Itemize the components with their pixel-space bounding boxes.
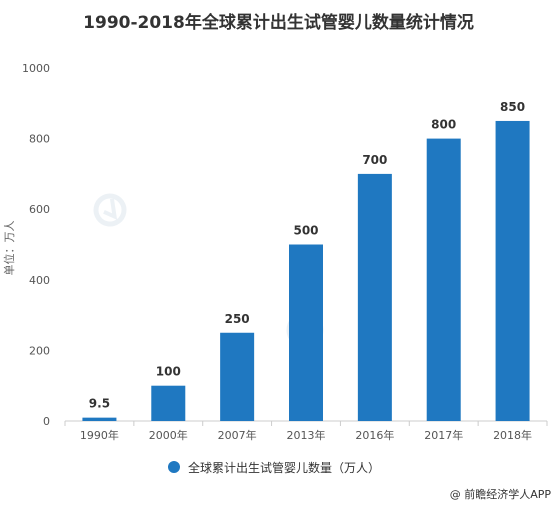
y-tick-label: 0 bbox=[43, 415, 50, 428]
data-label: 9.5 bbox=[89, 397, 110, 411]
bar bbox=[495, 120, 530, 421]
x-tick-label: 1990年 bbox=[80, 428, 119, 442]
y-axis-title: 单位：万人 bbox=[2, 221, 16, 276]
bar bbox=[82, 417, 117, 421]
legend-label: 全球累计出生试管婴儿数量（万人） bbox=[188, 460, 381, 475]
y-tick-label: 800 bbox=[29, 133, 50, 146]
bar bbox=[289, 244, 323, 421]
legend: 全球累计出生试管婴儿数量（万人） bbox=[168, 459, 380, 475]
data-label: 700 bbox=[362, 153, 387, 167]
bar bbox=[151, 385, 186, 421]
x-tick-label: 2000年 bbox=[149, 428, 188, 442]
source-credit: @ 前瞻经济学人APP bbox=[449, 488, 551, 501]
data-label: 250 bbox=[225, 312, 250, 326]
y-tick-label: 1000 bbox=[22, 62, 50, 75]
y-tick-label: 200 bbox=[29, 344, 50, 357]
data-label: 850 bbox=[500, 100, 525, 114]
chart-title: 1990-2018年全球累计出生试管婴儿数量统计情况 bbox=[83, 13, 474, 33]
x-tick-label: 2017年 bbox=[424, 428, 463, 442]
bar bbox=[357, 173, 392, 421]
data-label: 800 bbox=[431, 118, 456, 132]
data-label: 500 bbox=[293, 224, 318, 238]
legend-marker bbox=[168, 461, 180, 473]
y-tick-label: 600 bbox=[29, 203, 50, 216]
x-tick-label: 2016年 bbox=[355, 428, 394, 442]
bar bbox=[220, 332, 255, 421]
y-tick-label: 400 bbox=[29, 274, 50, 287]
x-tick-label: 2007年 bbox=[218, 428, 257, 442]
data-label: 100 bbox=[156, 365, 181, 379]
bar bbox=[426, 138, 461, 421]
x-tick-label: 2013年 bbox=[287, 428, 326, 442]
x-tick-label: 2018年 bbox=[493, 428, 532, 442]
